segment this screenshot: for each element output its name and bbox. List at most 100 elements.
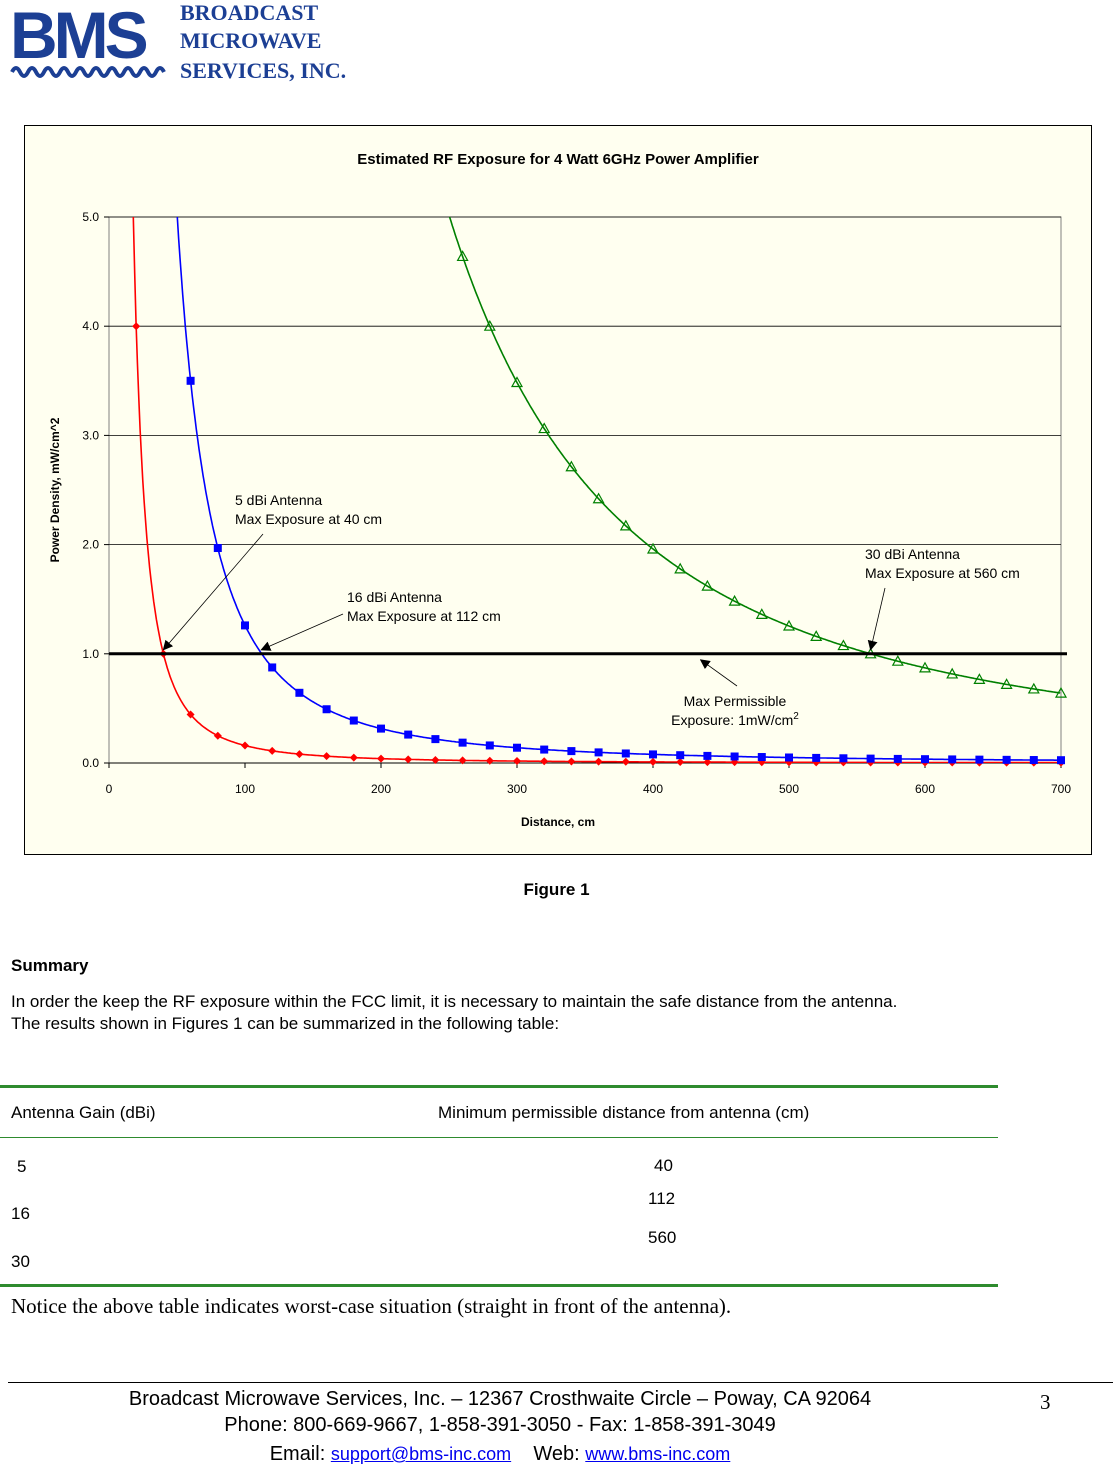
y-tick-label-4: 4.0 [82, 319, 99, 333]
point-0-0 [132, 322, 141, 331]
series [109, 217, 1068, 767]
y-tick-label-5: 5.0 [82, 210, 99, 224]
logo-line-3: SERVICES, INC. [180, 58, 346, 83]
point-2-4 [565, 460, 578, 472]
y-tick-label-1: 1.0 [82, 647, 99, 661]
footer-phone: Phone: 800-669-9667, 1-858-391-3050 - Fa… [224, 1414, 776, 1436]
point-2-14 [837, 639, 850, 651]
point-1-23 [812, 753, 821, 762]
logo-line-2: MICROWAVE [180, 28, 321, 53]
point-0-16 [567, 757, 576, 766]
point-2-9 [701, 579, 714, 591]
point-2-5 [592, 492, 605, 504]
point-1-18 [676, 751, 685, 760]
summary-body: In order the keep the RF exposure within… [11, 991, 1106, 1035]
point-1-22 [785, 753, 793, 762]
x-tick-label-3: 300 [507, 782, 527, 796]
footer-rule [8, 1382, 1113, 1383]
point-1-31 [1029, 756, 1038, 765]
point-2-22 [1054, 686, 1068, 698]
point-0-21 [703, 758, 712, 767]
point-2-2 [510, 376, 524, 388]
annotation-2-line-1: 30 dBi Antenna [865, 546, 960, 562]
footer-web-link[interactable]: www.bms-inc.com [585, 1444, 731, 1464]
series-line-1 [176, 217, 1060, 761]
point-2-19 [973, 673, 986, 684]
point-1-28 [948, 755, 957, 764]
series-line-0 [132, 217, 1061, 763]
x-tick-label-4: 400 [643, 782, 663, 796]
point-0-19 [649, 757, 657, 766]
point-1-10 [458, 738, 467, 747]
point-2-0 [456, 250, 469, 262]
logo-mark: BMS [10, 2, 147, 72]
point-0-4 [241, 741, 249, 750]
point-0-2 [186, 710, 195, 719]
logo-wave-icon [10, 66, 166, 78]
point-1-30 [1002, 755, 1011, 764]
point-2-20 [1000, 678, 1013, 689]
annotation-1-line-2: Max Exposure at 112 cm [347, 608, 501, 624]
point-1-5 [322, 705, 331, 714]
annotation-3-arrow [699, 659, 738, 687]
header-antenna-gain: Antenna Gain (dBi) [11, 1103, 156, 1122]
table-bottom-rule [0, 1284, 998, 1287]
footer-address: Broadcast Microwave Services, Inc. – 123… [128, 1388, 872, 1410]
point-2-11 [755, 608, 768, 619]
annotation-1-arrow [260, 613, 344, 651]
rf-exposure-chart: 0.0 1.0 2.0 3.0 4.0 5.0 0 100 200 300 400 500 600 700… [24, 125, 1092, 855]
plot-area [108, 216, 1062, 764]
footer-email-link[interactable]: support@bms-inc.com [330, 1444, 512, 1464]
point-2-3 [538, 422, 551, 434]
point-1-1 [213, 544, 222, 553]
annotation-2-line-2: Max Exposure at 560 cm [865, 565, 1020, 581]
x-tick-label-5: 500 [779, 782, 799, 796]
company-logo: BMS BROADCAST MICROWAVE SERVICES, INC. [10, 0, 370, 84]
point-1-14 [567, 747, 576, 756]
summary-heading: Summary [11, 956, 89, 975]
annotation-3-line-2: Exposure: 1mW/cm2 [671, 711, 799, 728]
point-0-9 [377, 754, 385, 763]
x-tick-label-1: 100 [235, 782, 255, 796]
annotation-0-line-2: Max Exposure at 40 cm [235, 511, 382, 527]
point-1-9 [431, 735, 440, 744]
point-1-7 [377, 724, 385, 733]
annotations: 5 dBi Antenna Max Exposure at 40 cm 16 dBi… [162, 492, 1020, 728]
notice-text: Notice the above table indicates worst-c… [11, 1294, 732, 1318]
annotation-0-line-1: 5 dBi Antenna [235, 492, 322, 508]
point-1-16 [621, 749, 630, 758]
point-2-8 [674, 562, 687, 574]
point-1-27 [921, 755, 929, 764]
point-0-7 [322, 752, 331, 761]
point-0-10 [404, 755, 413, 764]
point-0-14 [513, 757, 521, 766]
gain-cell-16: 16 [11, 1204, 30, 1223]
footer-web-label: Web: [533, 1443, 580, 1465]
point-0-3 [213, 731, 222, 740]
point-2-13 [810, 630, 823, 641]
point-1-32 [1057, 756, 1065, 765]
y-tick-label-2: 2.0 [82, 538, 99, 552]
point-0-6 [295, 750, 304, 759]
logo-graphic: BMS BROADCAST MICROWAVE SERVICES, INC. [10, 0, 346, 83]
summary-line-2: The results shown in Figures 1 can be su… [11, 1014, 560, 1033]
point-2-12 [782, 619, 796, 631]
point-2-21 [1027, 682, 1040, 694]
annotation-3-superscript: 2 [793, 711, 799, 722]
axes: 0.0 1.0 2.0 3.0 4.0 5.0 0 100 200 300 400 500 600 700 [82, 210, 1071, 796]
footer-email-label: Email: [269, 1443, 326, 1465]
point-2-16 [891, 654, 904, 666]
point-2-10 [728, 594, 741, 606]
distance-cell-560: 560 [648, 1228, 677, 1247]
logo-line-1: BROADCAST [180, 2, 318, 25]
point-1-6 [349, 716, 358, 725]
annotation-0-arrow [162, 533, 264, 651]
gain-cell-5: 5 [17, 1157, 27, 1176]
point-1-11 [485, 741, 494, 750]
distance-cell-40: 40 [654, 1156, 673, 1175]
gain-cell-30: 30 [11, 1252, 30, 1271]
point-0-15 [540, 757, 549, 766]
point-0-17 [594, 757, 603, 766]
header-min-distance: Minimum permissible distance from antenn… [438, 1103, 810, 1122]
distance-cell-112: 112 [648, 1189, 676, 1208]
